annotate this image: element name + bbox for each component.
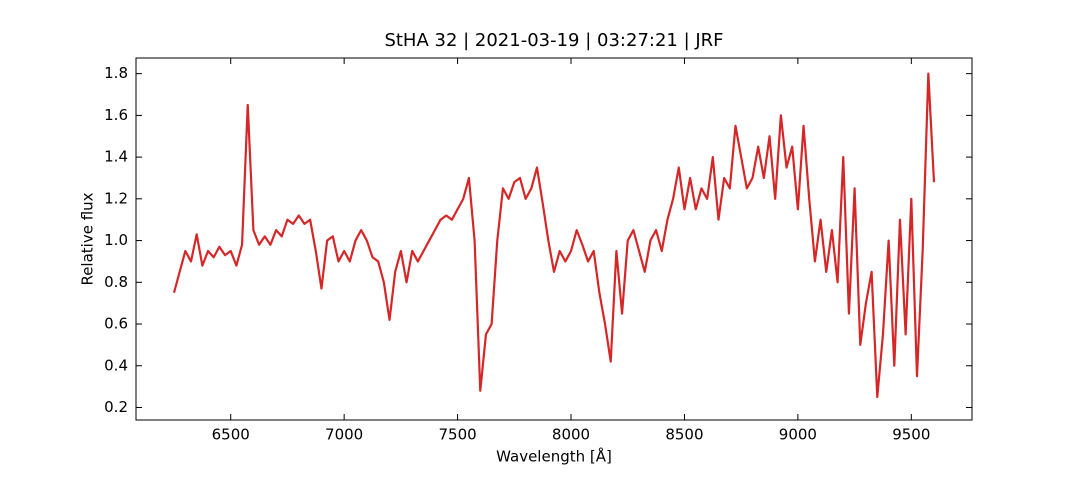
y-tick-label: 1.4	[104, 148, 128, 166]
y-tick-label: 1.8	[104, 64, 128, 82]
y-tick-label: 0.2	[104, 398, 128, 416]
x-tick-label: 9500	[892, 426, 930, 444]
x-tick-label: 8000	[552, 426, 590, 444]
x-tick-label: 8500	[665, 426, 703, 444]
y-tick-label: 0.4	[104, 356, 128, 374]
x-tick-label: 6500	[212, 426, 250, 444]
y-tick-label: 0.6	[104, 315, 128, 333]
chart-title: StHA 32 | 2021-03-19 | 03:27:21 | JRF	[384, 30, 723, 51]
x-tick-label: 7000	[325, 426, 363, 444]
y-tick-label: 1.0	[104, 231, 128, 249]
y-tick-label: 0.8	[104, 273, 128, 291]
spectrum-line	[172, 72, 936, 399]
x-tick-label: 9000	[779, 426, 817, 444]
y-tick-label: 1.6	[104, 106, 128, 124]
y-axis-label: Relative flux	[79, 192, 97, 285]
y-tick-label: 1.2	[104, 189, 128, 207]
plot-frame	[135, 57, 973, 421]
x-tick-label: 7500	[438, 426, 476, 444]
x-axis-label: Wavelength [Å]	[496, 447, 612, 466]
